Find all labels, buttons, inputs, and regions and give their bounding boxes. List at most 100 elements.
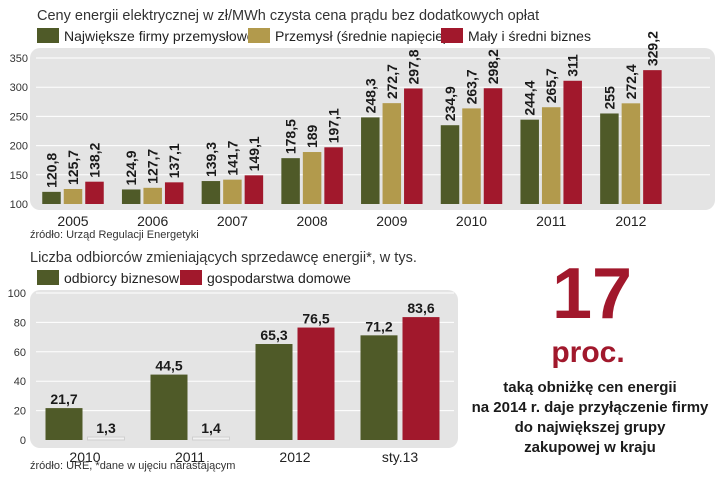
bar-najwi-ksze-firmy-przemys-owe-2012 (600, 113, 619, 204)
chart2-y-axis: 0 20 40 60 80 100 (8, 288, 26, 447)
data-label-najwi-ksze-firmy-przemys-owe-2009: 248,3 (362, 78, 378, 113)
y-tick-label: 40 (14, 376, 26, 388)
data-label-przemys-rednie-napi-cie-2008: 189 (304, 124, 320, 148)
legend-swatch-large-firms (37, 28, 59, 43)
legend-swatch-industry-medium-voltage (248, 28, 270, 43)
x-category-label: 2010 (69, 449, 100, 465)
data-label-najwi-ksze-firmy-przemys-owe-2012: 255 (601, 86, 617, 110)
data-label-przemys-rednie-napi-cie-2007: 141,7 (224, 140, 240, 175)
chart2-data-labels: 21,7 1,3 44,5 1,4 65,3 76,5 71,2 83,6 (50, 300, 434, 436)
data-label-ma-y-i-redni-biznes-2011: 311 (565, 54, 581, 77)
bar-ma-y-i-redni-biznes-2012 (643, 70, 662, 204)
bar-przemys-rednie-napi-cie-2010 (462, 108, 481, 204)
y-tick-label: 250 (10, 111, 28, 123)
chart2-bars (45, 317, 440, 441)
bar-ma-y-i-redni-biznes-2011 (563, 80, 582, 204)
data-label-przemys-rednie-napi-cie-2006: 127,7 (145, 149, 161, 184)
data-label-najwi-ksze-firmy-przemys-owe-2005: 120,8 (44, 153, 60, 188)
legend-swatch-business-customers (37, 270, 59, 285)
bar-ma-y-i-redni-biznes-2007 (244, 175, 264, 204)
x-category-label: 2012 (615, 213, 646, 229)
data-label-ma-y-i-redni-biznes-2009: 297,8 (405, 49, 421, 84)
bar-przemys-rednie-napi-cie-2012 (621, 103, 641, 204)
chart2-legend: odbiorcy biznesowi gospodarstwa domowe (37, 270, 351, 286)
data-label-odbiorcy-biznesowi-2010: 21,7 (50, 391, 77, 407)
legend-swatch-households (180, 270, 202, 285)
bar-przemys-rednie-napi-cie-2007 (223, 179, 242, 204)
data-label-ma-y-i-redni-biznes-2008: 197,1 (326, 108, 342, 143)
y-tick-label: 300 (10, 82, 28, 94)
chart2-panel (30, 290, 458, 448)
data-label-najwi-ksze-firmy-przemys-owe-2011: 244,4 (522, 80, 538, 115)
chart1-source: źródło: Urząd Regulacji Energetyki (30, 229, 199, 241)
legend-label-households: gospodarstwa domowe (207, 270, 351, 286)
x-category-label: 2005 (57, 213, 88, 229)
bar-ma-y-i-redni-biznes-2008 (324, 147, 343, 204)
callout-line-2: na 2014 r. daje przyłączenie firmy (472, 399, 709, 416)
bar-gospodarstwa-domowe-sty-13 (402, 317, 440, 440)
data-label-odbiorcy-biznesowi-2012: 65,3 (260, 327, 287, 343)
chart2-x-axis: 2010 2011 2012 sty.13 (69, 449, 418, 465)
y-tick-label: 100 (8, 288, 26, 300)
bar-przemys-rednie-napi-cie-2006 (143, 187, 162, 204)
data-label-najwi-ksze-firmy-przemys-owe-2007: 139,3 (203, 142, 219, 177)
bar-odbiorcy-biznesowi-2010 (45, 408, 83, 440)
chart1-x-axis: 2005 2006 2007 2008 2009 2010 2011 2012 (57, 213, 646, 229)
y-tick-label: 100 (10, 199, 28, 211)
legend-label-small-medium-business: Mały i średni biznes (468, 28, 591, 44)
data-label-ma-y-i-redni-biznes-2005: 138,2 (87, 142, 103, 177)
data-label-przemys-rednie-napi-cie-2012: 272,4 (623, 64, 639, 99)
data-label-przemys-rednie-napi-cie-2011: 265,7 (543, 68, 559, 103)
data-label-gospodarstwa-domowe-2010: 1,3 (96, 420, 116, 436)
bar-najwi-ksze-firmy-przemys-owe-2010 (440, 125, 460, 204)
bar-odbiorcy-biznesowi-sty-13 (360, 335, 398, 440)
data-label-ma-y-i-redni-biznes-2010: 298,2 (485, 49, 501, 84)
bar-najwi-ksze-firmy-przemys-owe-2011 (520, 119, 539, 204)
bar-najwi-ksze-firmy-przemys-owe-2008 (281, 158, 300, 204)
callout-line-4: zakupowej w kraju (524, 439, 656, 456)
data-label-ma-y-i-redni-biznes-2006: 137,1 (166, 143, 182, 178)
bar-przemys-rednie-napi-cie-2011 (541, 107, 561, 204)
chart1-legend: Największe firmy przemysłowe Przemysł (ś… (37, 28, 591, 44)
data-label-ma-y-i-redni-biznes-2012: 329,2 (644, 31, 660, 66)
x-category-label: 2007 (217, 213, 248, 229)
bar-przemys-rednie-napi-cie-2005 (63, 188, 83, 204)
data-label-odbiorcy-biznesowi-sty-13: 71,2 (365, 318, 392, 334)
bar-ma-y-i-redni-biznes-2010 (483, 88, 503, 204)
bar-ma-y-i-redni-biznes-2006 (164, 182, 184, 204)
bar-odbiorcy-biznesowi-2012 (255, 344, 293, 440)
bar-przemys-rednie-napi-cie-2008 (302, 152, 322, 204)
callout: 17 proc. taką obniżkę cen energii na 201… (472, 254, 709, 456)
bar-odbiorcy-biznesowi-2011 (150, 374, 188, 440)
x-category-label: 2009 (376, 213, 407, 229)
callout-line-3: do największej grupy (515, 419, 667, 436)
chart1-y-axis: 100 150 200 250 300 350 (10, 53, 28, 211)
chart2-source: źródło: URE, *dane w ujęciu narastającym (30, 460, 235, 472)
bar-najwi-ksze-firmy-przemys-owe-2005 (42, 191, 61, 204)
bar-najwi-ksze-firmy-przemys-owe-2007 (201, 181, 221, 204)
data-label-najwi-ksze-firmy-przemys-owe-2008: 178,5 (283, 119, 299, 154)
data-label-przemys-rednie-napi-cie-2009: 272,7 (384, 64, 400, 99)
x-category-label: 2012 (279, 449, 310, 465)
y-tick-label: 60 (14, 347, 26, 359)
bar-gospodarstwa-domowe-2011 (192, 436, 230, 441)
chart-supplier-switching: Liczba odbiorców zmieniających sprzedawc… (8, 250, 458, 472)
callout-unit: proc. (551, 336, 624, 369)
chart-energy-prices: Ceny energii elektrycznej w zł/MWh czyst… (10, 8, 715, 241)
callout-number: 17 (552, 254, 632, 334)
y-tick-label: 20 (14, 406, 26, 418)
data-label-odbiorcy-biznesowi-2011: 44,5 (155, 358, 182, 374)
chart1-data-labels: 120,8 125,7 138,2 124,9 127,7 137,1 139,3 141,7… (44, 31, 661, 188)
legend-label-industry-medium-voltage: Przemysł (średnie napięcie) (275, 28, 448, 44)
bar-przemys-rednie-napi-cie-2009 (382, 103, 402, 204)
y-tick-label: 200 (10, 141, 28, 153)
y-tick-label: 150 (10, 170, 28, 182)
callout-line-1: taką obniżkę cen energii (503, 379, 676, 396)
data-label-najwi-ksze-firmy-przemys-owe-2006: 124,9 (123, 150, 139, 185)
y-tick-label: 0 (20, 435, 26, 447)
data-label-gospodarstwa-domowe-2012: 76,5 (302, 311, 329, 327)
chart1-title: Ceny energii elektrycznej w zł/MWh czyst… (37, 8, 539, 24)
bar-najwi-ksze-firmy-przemys-owe-2006 (121, 189, 141, 204)
x-category-label: 2011 (175, 449, 205, 465)
x-category-label: sty.13 (382, 449, 419, 465)
